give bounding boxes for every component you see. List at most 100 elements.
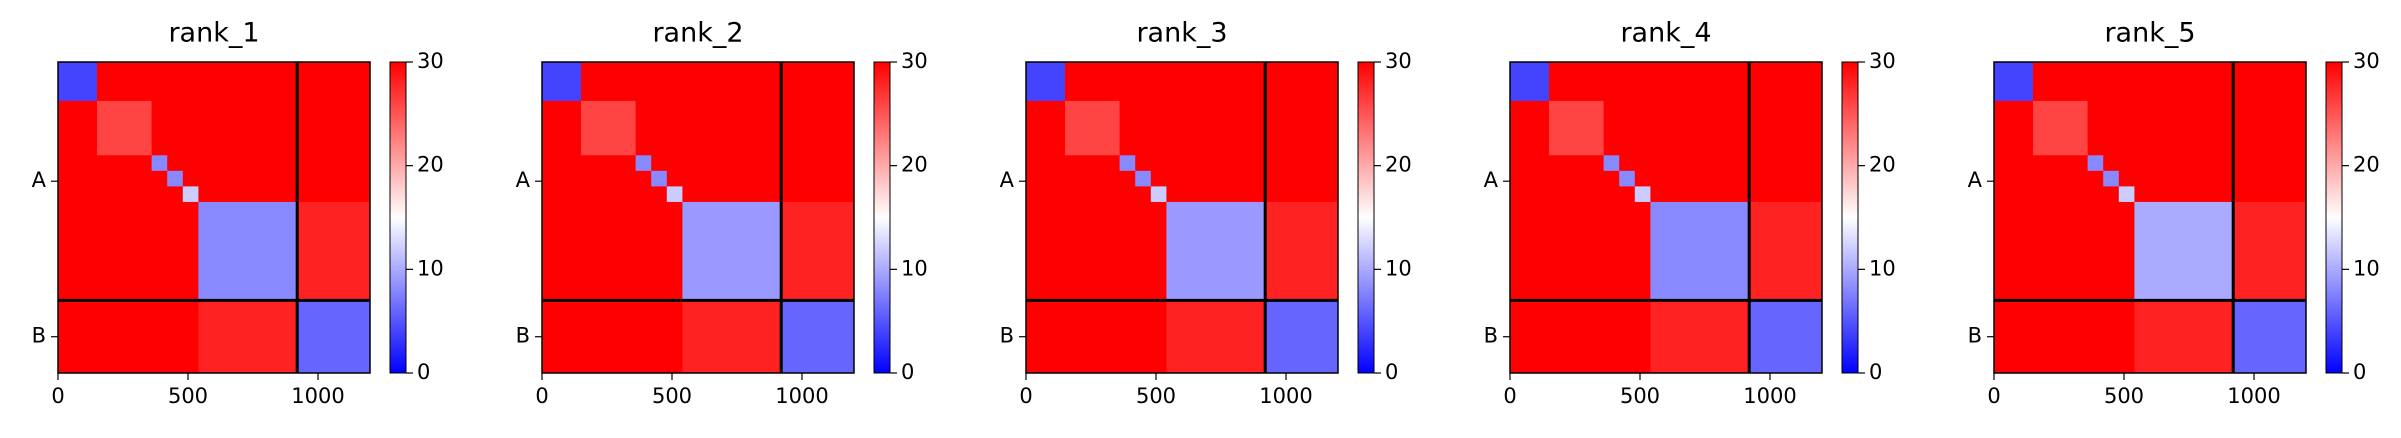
heatmap-cell [167,201,184,301]
heatmap-cell [1603,62,1620,102]
heatmap-cell [198,170,298,187]
heatmap-cell [97,155,153,172]
y-tick-label: B [516,324,530,348]
heatmap-cell [781,170,855,187]
heatmap-cell [1650,155,1750,172]
heatmap-cell [1603,155,1620,172]
heatmap-cell [1549,100,1605,156]
heatmap-cell [1166,100,1266,156]
heatmap-cell [2103,201,2120,301]
x-tick-label: 1000 [1259,384,1312,408]
heatmap-cell [1135,62,1152,102]
heatmap-cell [1749,186,1823,203]
heatmap-cell [2134,186,2234,203]
heatmap-cell [1603,300,1620,374]
heatmap-cell [97,201,153,301]
heatmap-cell [635,201,652,301]
heatmap-cell [542,300,582,374]
heatmap-cell [58,186,98,203]
plot-frame [1509,61,1823,374]
chart-title: rank_4 [1620,18,1711,49]
heatmap-cell [151,170,168,187]
heatmap-cell [1994,100,2034,156]
heatmap-cell [1650,100,1750,156]
heatmap-cell [151,155,168,172]
heatmap-cell [666,100,683,156]
y-tick-label: B [1968,324,1982,348]
colorbar-tick-label: 10 [417,256,444,280]
heatmap-cell [1634,186,1651,203]
heatmap-cell [2103,300,2120,374]
heatmap-cell [1510,170,1550,187]
heatmap-cell [2033,186,2089,203]
colorbar-tick-label: 0 [901,360,914,384]
heatmap-cell [198,186,298,203]
heatmap-cell [1065,155,1121,172]
heatmap-cell [581,170,637,187]
heatmap-cell [151,201,168,301]
heatmap-cell [2087,300,2104,374]
heatmap-cell [1026,186,1066,203]
heatmap-cell [1510,155,1550,172]
heatmap-cell [2103,155,2120,172]
heatmap-cell [1135,100,1152,156]
heatmap-cell [2033,62,2089,102]
heatmap-cell [1150,300,1167,374]
heatmap-cell [1166,62,1266,102]
heatmap-cell [1119,201,1136,301]
heatmap-cell [1150,62,1167,102]
heatmap-cell [97,170,153,187]
colorbar-tick-label: 30 [1385,49,1412,73]
colorbar-tick-label: 0 [417,360,430,384]
heatmap-cell [1619,170,1636,187]
heatmap-cell [1265,170,1339,187]
heatmap-cell [781,300,855,374]
y-tick-label: B [1484,324,1498,348]
heatmap-cell [58,100,98,156]
plot-frame [541,61,855,374]
heatmap-cell [151,300,168,374]
colorbar-tick-label: 20 [2353,153,2380,177]
heatmap-cell [1634,170,1651,187]
heatmap-cell [651,62,668,102]
x-tick-label: 0 [1019,384,1032,408]
heatmap-cell [581,186,637,203]
heatmap-cell [666,186,683,203]
heatmap-cell [167,170,184,187]
heatmap-cell [1549,186,1605,203]
heatmap-cell [1549,201,1605,301]
y-tick-label: A [1000,168,1015,192]
heatmap-cell [1994,300,2034,374]
heatmap-cell [297,155,371,172]
heatmap-cell [1650,186,1750,203]
heatmap-cell [1026,300,1066,374]
heatmap-cell [1749,201,1823,301]
heatmap-cell [1119,62,1136,102]
heatmap-cell [58,155,98,172]
x-tick-label: 500 [652,384,692,408]
colorbar-tick-label: 30 [1869,49,1896,73]
heatmap-cell [58,201,98,301]
heatmap-cell [2087,170,2104,187]
heatmap-cell [1619,201,1636,301]
heatmap-cell [2118,155,2135,172]
heatmap-cell [198,201,298,301]
heatmap-cell [1065,201,1121,301]
heatmap-cell [198,100,298,156]
colorbar-tick-label: 30 [901,49,928,73]
heatmap-cell [581,62,637,102]
heatmap-cell [1994,170,2034,187]
heatmap-cell [1619,300,1636,374]
heatmap-cell [2134,300,2234,374]
heatmap-cell [2233,100,2307,156]
heatmap-cell [1150,100,1167,156]
heatmap-cell [2033,300,2089,374]
heatmap-cell [2033,201,2089,301]
heatmap-cell [1166,170,1266,187]
heatmap-cell [2233,62,2307,102]
heatmap-cell [1119,300,1136,374]
heatmap-cell [1510,186,1550,203]
plot-frame [1025,61,1339,374]
heatmap-cell [1749,155,1823,172]
heatmap-cell [2233,155,2307,172]
